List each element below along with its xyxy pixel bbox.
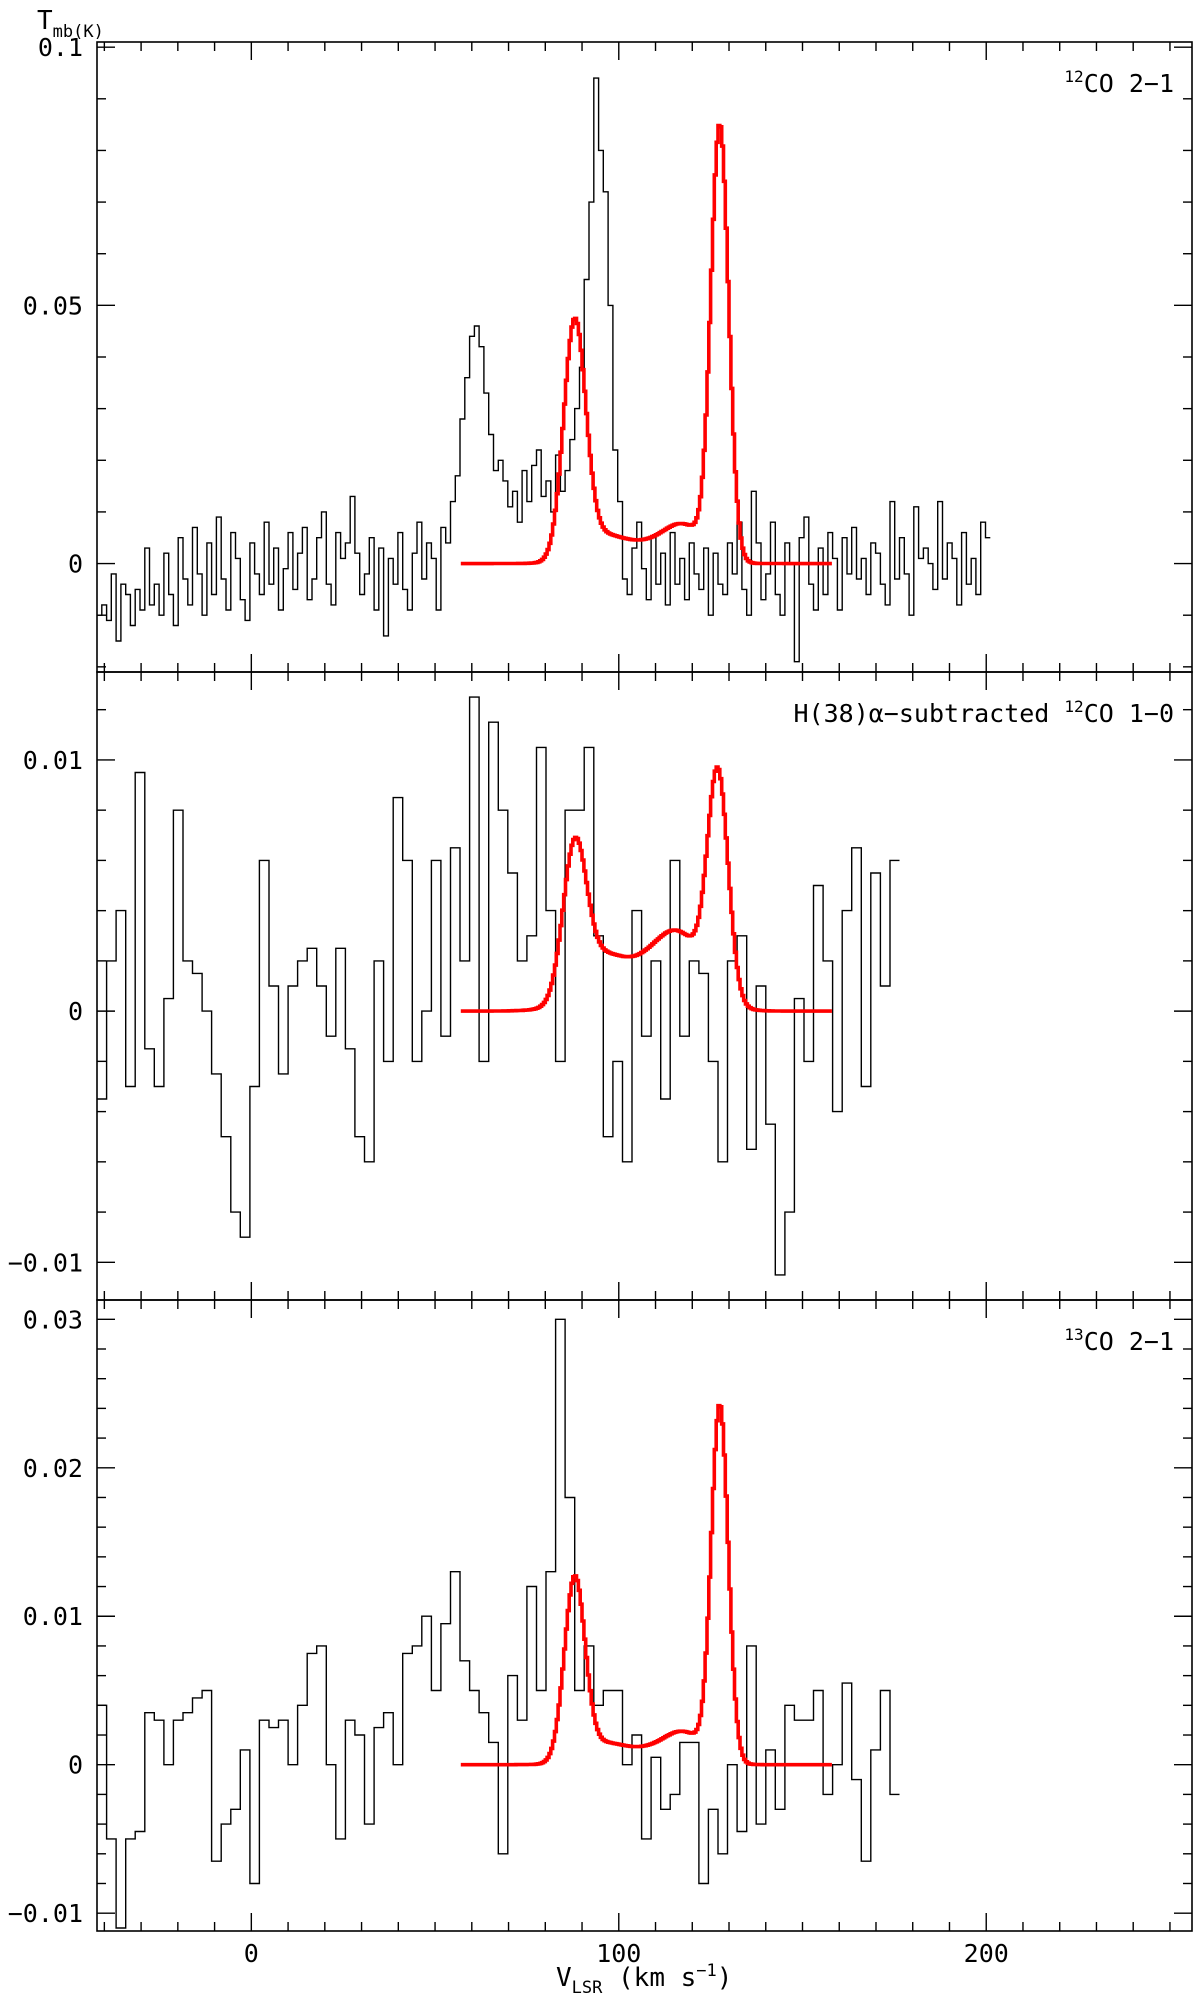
y-tick-label: 0: [68, 550, 83, 579]
y-tick-label: −0.01: [8, 1899, 83, 1928]
y-axis-title: Tmb(K): [37, 6, 104, 42]
fit-series: [460, 123, 832, 566]
panel-label: H(38)α−subtracted 12CO 1−0: [793, 697, 1174, 728]
spectrum-series: [97, 77, 991, 663]
panel-label: 12CO 2−1: [1064, 67, 1174, 98]
x-tick-label: 200: [964, 1939, 1009, 1968]
panel-1: 0 0.05 0.1 12CO 2−1: [23, 33, 1193, 673]
x-axis-title: VLSR (km s−1): [556, 1961, 732, 1998]
y-tick-label: 0: [68, 997, 83, 1026]
y-tick-label: 0.03: [23, 1305, 83, 1334]
panel-2: −0.01 0 0.01 H(38)α−subtracted 12CO 1−0: [8, 671, 1193, 1301]
panel-frame: [96, 1299, 1193, 1932]
x-tick-label: 100: [596, 1939, 641, 1968]
y-tick-label: −0.01: [8, 1248, 83, 1277]
panel-frame: [96, 671, 1193, 1301]
panels-layer: 0 0.05 0.1 12CO 2−1 −0.01 0 0.01 H(38)α−subtrac…: [8, 33, 1193, 1932]
x-tick-label: 0: [244, 1939, 259, 1968]
y-tick-label: 0.1: [38, 33, 83, 62]
spectrum-series: [97, 1318, 900, 1929]
panel-label: 13CO 2−1: [1064, 1325, 1174, 1356]
fit-series: [460, 1403, 832, 1767]
panel-frame: [96, 41, 1193, 673]
fit-series: [460, 765, 832, 1013]
y-tick-label: 0.02: [23, 1454, 83, 1483]
labels-layer: Tmb(K) VLSR (km s−1) 0 100 200: [37, 6, 1009, 1998]
spectrum-series: [97, 696, 900, 1276]
y-tick-label: 0.05: [23, 291, 83, 320]
y-tick-label: 0.01: [23, 746, 83, 775]
y-tick-label: 0: [68, 1751, 83, 1780]
y-tick-label: 0.01: [23, 1602, 83, 1631]
panel-3: −0.01 0 0.01 0.02 0.03 13CO 2−1: [8, 1299, 1193, 1932]
